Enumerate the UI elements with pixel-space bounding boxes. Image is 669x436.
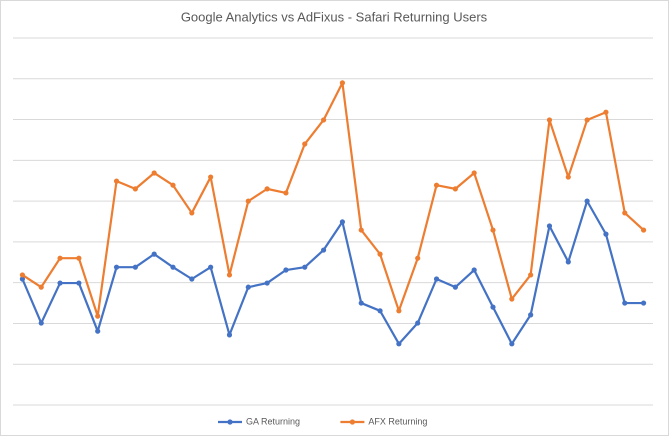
- data-point: [358, 227, 364, 233]
- data-point: [151, 170, 157, 176]
- data-point: [208, 264, 214, 270]
- data-point: [113, 178, 120, 184]
- data-point: [245, 198, 251, 204]
- series-line: [21, 200, 644, 345]
- data-point: [302, 264, 308, 270]
- data-point: [433, 276, 440, 282]
- chart-title: Google Analytics vs AdFixus - Safari Ret…: [181, 9, 488, 24]
- data-point: [226, 332, 233, 338]
- data-point: [264, 280, 270, 286]
- data-point: [452, 284, 458, 290]
- data-point: [396, 308, 402, 314]
- data-point: [189, 276, 195, 282]
- data-point: [358, 300, 364, 306]
- data-point: [264, 186, 270, 192]
- data-point: [565, 259, 571, 265]
- data-point: [57, 280, 63, 286]
- data-point: [433, 182, 440, 188]
- legend-label: AFX Returning: [368, 416, 427, 426]
- data-point: [38, 284, 44, 290]
- data-point: [640, 300, 647, 306]
- data-point: [19, 272, 26, 278]
- series-line: [21, 81, 645, 318]
- data-point: [509, 296, 515, 302]
- data-point: [151, 251, 157, 257]
- data-point: [415, 255, 421, 261]
- data-point: [339, 80, 346, 86]
- data-point: [283, 267, 289, 273]
- data-point: [546, 223, 553, 229]
- data-point: [509, 341, 515, 347]
- data-point: [38, 320, 44, 326]
- data-point: [170, 182, 176, 188]
- data-point: [396, 341, 402, 347]
- data-point: [528, 312, 534, 318]
- data-point: [132, 186, 138, 192]
- legend-marker: [349, 419, 355, 425]
- data-point: [471, 170, 477, 176]
- data-point: [113, 264, 120, 270]
- data-point: [226, 272, 233, 278]
- data-point: [170, 264, 176, 270]
- data-point: [584, 198, 590, 204]
- data-point: [132, 264, 138, 270]
- data-point: [339, 219, 346, 225]
- data-point: [76, 255, 82, 261]
- data-point: [622, 300, 628, 306]
- data-point: [320, 117, 327, 123]
- data-point: [546, 117, 553, 123]
- data-point: [490, 227, 496, 233]
- data-point: [377, 308, 383, 314]
- data-point: [95, 328, 101, 334]
- data-point: [208, 174, 214, 180]
- data-point: [302, 141, 308, 147]
- data-point: [603, 109, 609, 115]
- data-point: [452, 186, 458, 192]
- data-point: [245, 284, 251, 290]
- data-point: [640, 227, 647, 233]
- data-point: [603, 231, 609, 237]
- data-point: [320, 247, 327, 253]
- data-point: [283, 190, 289, 196]
- data-point: [415, 320, 421, 326]
- data-point: [95, 313, 101, 319]
- legend-label: GA Returning: [246, 416, 300, 426]
- data-point: [57, 255, 63, 261]
- data-point: [76, 280, 82, 286]
- data-point: [565, 174, 571, 180]
- data-point: [622, 210, 628, 216]
- data-point: [377, 251, 383, 257]
- legend-marker: [227, 419, 233, 425]
- data-point: [528, 272, 534, 278]
- data-point: [471, 267, 477, 273]
- data-point: [584, 117, 590, 123]
- data-point: [490, 304, 496, 310]
- data-point: [189, 210, 195, 216]
- data-point: [19, 276, 26, 282]
